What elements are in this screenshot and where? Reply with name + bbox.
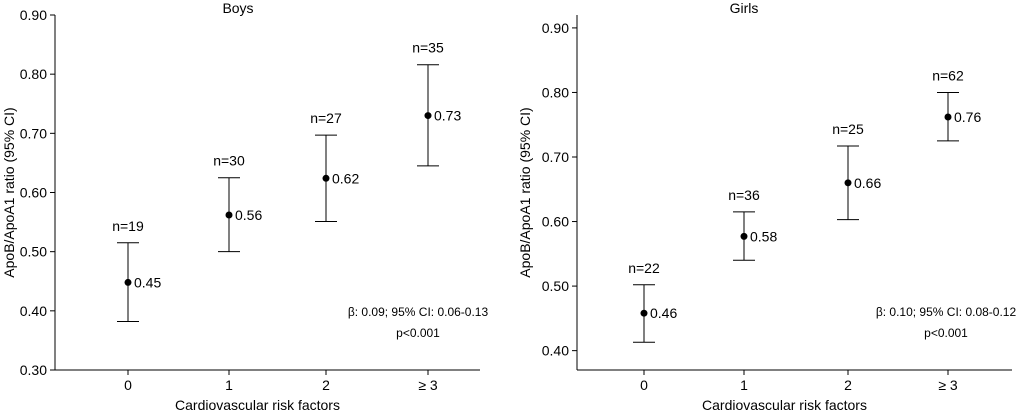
value-label: 0.73 (434, 108, 461, 124)
y-tick-label: 0.90 (542, 20, 569, 36)
n-label: n=25 (832, 121, 864, 137)
y-tick-label: 0.90 (20, 7, 47, 23)
n-label: n=62 (932, 67, 964, 83)
x-tick-label: 0 (124, 377, 132, 393)
x-axis-label: Cardiovascular risk factors (175, 397, 340, 413)
y-axis-label: ApoB/ApoA1 ratio (95% CI) (517, 107, 533, 277)
y-tick-label: 0.40 (542, 343, 569, 359)
data-point (424, 112, 432, 120)
value-label: 0.45 (134, 274, 161, 290)
y-tick-label: 0.50 (20, 244, 47, 260)
x-tick-label: 2 (844, 377, 852, 393)
n-label: n=19 (112, 218, 144, 234)
n-label: n=27 (310, 110, 342, 126)
value-label: 0.58 (750, 228, 777, 244)
n-label: n=35 (412, 40, 444, 56)
data-point (225, 211, 233, 219)
stats-annotation: β: 0.10; 95% CI: 0.08-0.12 (876, 305, 1017, 319)
data-point (944, 113, 952, 121)
y-tick-label: 0.30 (20, 362, 47, 378)
value-label: 0.56 (235, 207, 262, 223)
y-tick-label: 0.70 (542, 149, 569, 165)
value-label: 0.62 (332, 170, 359, 186)
x-axis-label: Cardiovascular risk factors (702, 397, 867, 413)
girls-panel: Girls 0.40 0.50 0.60 0.70 0.80 0.90 ApoB/ApoA1 … (517, 0, 1016, 413)
y-tick-label: 0.40 (20, 303, 47, 319)
boys-panel: Boys 0.30 0.40 0.50 0.60 0.70 0.80 0.90 ApoB/Apo… (1, 0, 488, 413)
x-tick-label: 1 (740, 377, 748, 393)
data-point (640, 309, 648, 317)
x-tick-label: ≥ 3 (938, 377, 958, 393)
y-axis-label: ApoB/ApoA1 ratio (95% CI) (1, 107, 17, 277)
chart-title: Girls (730, 0, 759, 16)
n-label: n=36 (728, 187, 760, 203)
x-tick-label: 1 (225, 377, 233, 393)
n-label: n=30 (213, 153, 245, 169)
x-tick-label: 0 (640, 377, 648, 393)
chart-title: Boys (222, 0, 253, 16)
data-point (322, 174, 330, 182)
y-tick-label: 0.60 (20, 185, 47, 201)
x-tick-label: 2 (322, 377, 330, 393)
p-value-annotation: p<0.001 (924, 326, 968, 340)
y-tick-label: 0.80 (542, 84, 569, 100)
y-tick-label: 0.60 (542, 214, 569, 230)
data-point (740, 232, 748, 240)
y-tick-label: 0.80 (20, 66, 47, 82)
value-label: 0.46 (650, 305, 677, 321)
x-tick-label: ≥ 3 (418, 377, 438, 393)
data-point (844, 179, 852, 187)
p-value-annotation: p<0.001 (396, 326, 440, 340)
value-label: 0.66 (854, 175, 881, 191)
data-point (124, 278, 132, 286)
stats-annotation: β: 0.09; 95% CI: 0.06-0.13 (348, 305, 489, 319)
y-tick-label: 0.70 (20, 125, 47, 141)
n-label: n=22 (628, 260, 660, 276)
value-label: 0.76 (954, 109, 981, 125)
y-tick-label: 0.50 (542, 278, 569, 294)
